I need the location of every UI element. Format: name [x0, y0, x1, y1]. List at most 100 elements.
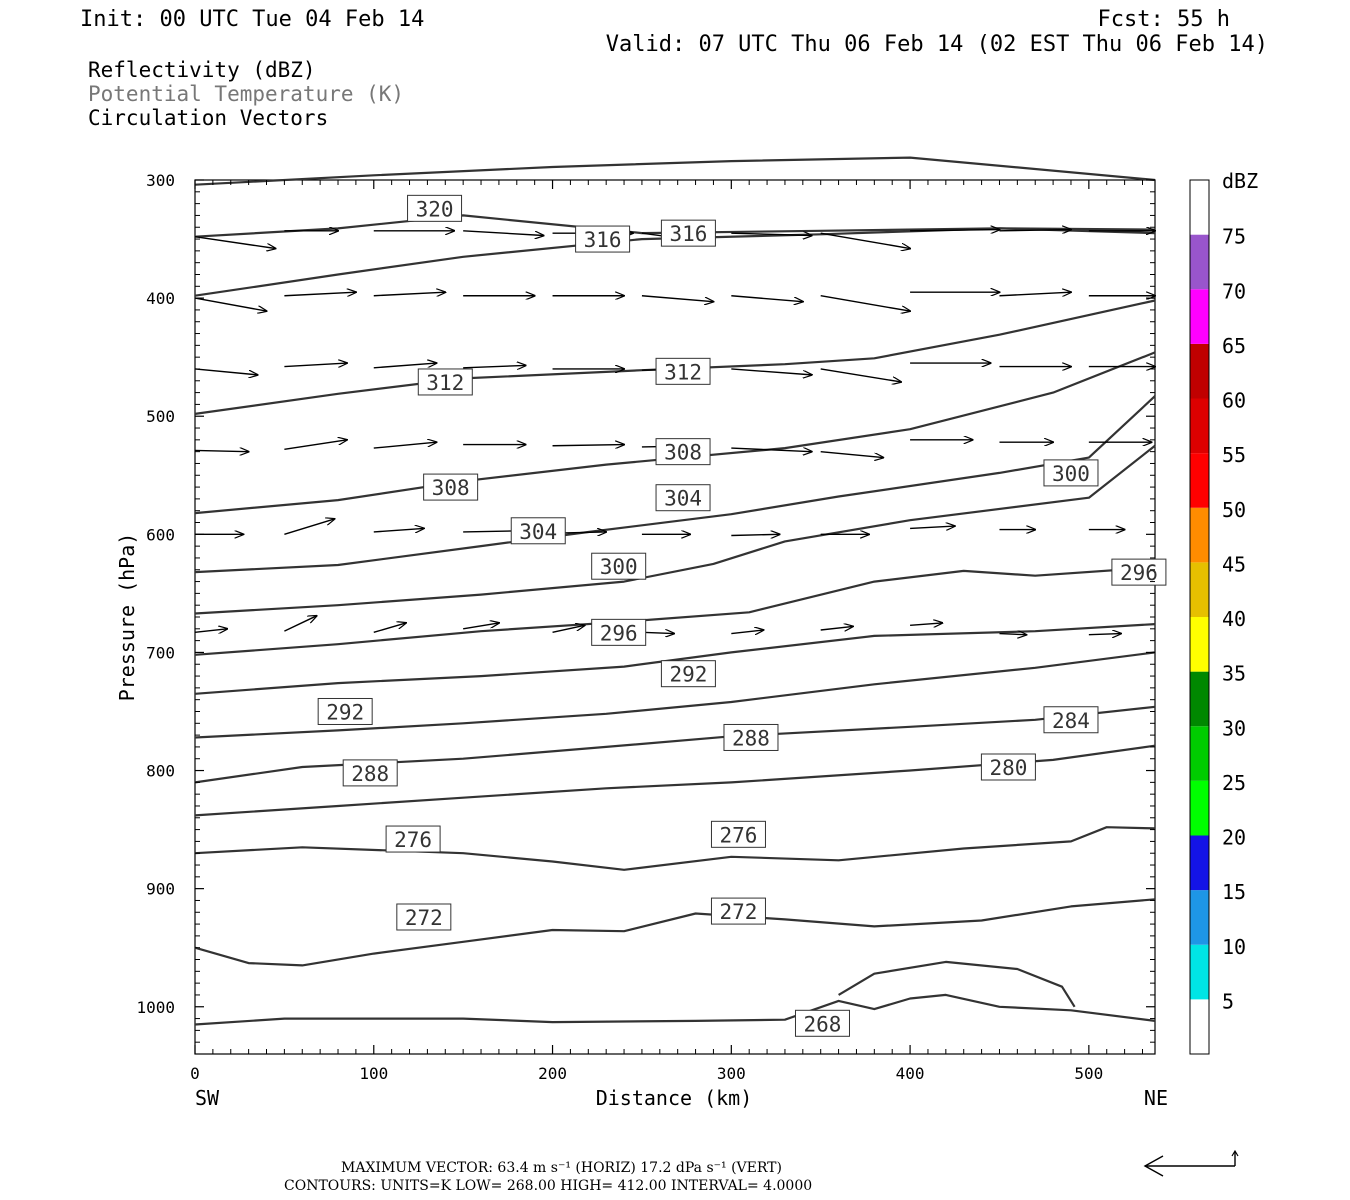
contour-label-box — [1043, 459, 1099, 487]
circulation-vector — [1088, 634, 1121, 635]
contour-label-box — [385, 825, 441, 853]
circulation-vectors — [194, 230, 1155, 635]
circulation-vector — [731, 295, 803, 302]
contour-label: 300 — [1052, 462, 1090, 486]
circulation-vector — [373, 623, 406, 634]
circulation-vector — [731, 448, 811, 452]
colorbar-level-label: 55 — [1222, 443, 1246, 467]
contour-label: 320 — [416, 197, 454, 221]
contour-label-box — [794, 1009, 850, 1037]
circulation-vector — [284, 440, 347, 450]
contour-label-box — [660, 219, 716, 247]
dbz-colorbar: 5 10 15 20 25 30 35 40 45 50 55 60 65 70 75 — [1189, 179, 1246, 1055]
colorbar-segment — [1190, 234, 1209, 290]
y-tick-label: 300 — [146, 171, 175, 190]
circulation-vector — [641, 632, 674, 633]
colorbar-segment — [1190, 890, 1209, 945]
contour-label: 288 — [351, 762, 389, 786]
colorbar-level-label: 75 — [1222, 225, 1246, 249]
x-tick-label: 200 — [538, 1064, 567, 1083]
circulation-vector — [194, 368, 258, 375]
circulation-vector — [373, 528, 424, 532]
circulation-vector — [910, 526, 955, 528]
circulation-vector — [820, 450, 884, 458]
circulation-vector — [284, 363, 347, 367]
circulation-vector — [194, 297, 267, 311]
y-tick-label: 600 — [146, 525, 175, 544]
y-tick-label: 800 — [146, 762, 175, 781]
circulation-vector — [284, 519, 334, 535]
colorbar-level-label: 10 — [1222, 935, 1246, 959]
circulation-vector — [194, 450, 249, 451]
colorbar-segment — [1190, 835, 1209, 891]
axis-ticks: 300 400 500 600 700 800 900 1000 0 100 200 300 400 50… — [136, 171, 1155, 1083]
contour-label: 312 — [426, 371, 464, 395]
theta-contour-272 — [194, 898, 1156, 967]
circulation-vector — [731, 534, 779, 535]
colorbar-segment — [1190, 398, 1209, 454]
contour-label: 288 — [732, 726, 770, 750]
contour-label-box — [660, 660, 716, 688]
y-tick-label: 700 — [146, 643, 175, 662]
contour-label: 304 — [664, 487, 702, 511]
colorbar-segment — [1190, 180, 1209, 235]
contour-label: 272 — [719, 900, 757, 924]
theta-contour-312 — [194, 299, 1156, 415]
colorbar-level-label: 65 — [1222, 334, 1246, 358]
circulation-vector — [373, 292, 446, 296]
colorbar-segment — [1190, 999, 1209, 1054]
contour-label: 268 — [804, 1012, 842, 1036]
max-vector-text: MAXIMUM VECTOR: 63.4 m s⁻¹ (HORIZ) 17.2 … — [341, 1160, 782, 1176]
contour-label-box — [423, 473, 479, 501]
colorbar-level-label: 20 — [1222, 826, 1246, 850]
contour-label: 312 — [664, 360, 702, 384]
circulation-vector — [731, 368, 811, 375]
endpoint-left-label: SW — [195, 1086, 220, 1110]
colorbar-level-label: 15 — [1222, 880, 1246, 904]
circulation-vector — [463, 230, 543, 236]
field-label-vectors: Circulation Vectors — [88, 106, 328, 130]
contour-label: 316 — [669, 222, 707, 246]
contour-label-box — [1043, 706, 1099, 734]
colorbar-level-label: 60 — [1222, 389, 1246, 413]
colorbar-level-label: 45 — [1222, 552, 1246, 576]
contour-label: 276 — [394, 828, 432, 852]
contour-label-box — [575, 225, 631, 253]
y-axis-label: Pressure (hPa) — [115, 533, 139, 702]
circulation-vector — [999, 634, 1026, 635]
theta-contour-300 — [194, 444, 1156, 615]
circulation-vector — [463, 623, 499, 630]
contour-label-box — [710, 897, 766, 925]
circulation-vector — [194, 629, 227, 633]
circulation-vector — [552, 445, 625, 446]
contour-label-box — [591, 618, 647, 646]
colorbar-segment — [1190, 726, 1209, 781]
forecast-hour: Fcst: 55 h — [1098, 7, 1230, 32]
contour-label: 304 — [519, 520, 557, 544]
contour-label: 276 — [719, 823, 757, 847]
field-label-theta: Potential Temperature (K) — [88, 82, 404, 106]
theta-contour-320 — [194, 156, 1156, 186]
y-tick-label: 400 — [146, 289, 175, 308]
x-tick-label: 500 — [1074, 1064, 1103, 1083]
endpoint-right-label: NE — [1144, 1086, 1168, 1110]
colorbar-level-label: 25 — [1222, 771, 1246, 795]
colorbar-segment — [1190, 944, 1209, 1000]
circulation-vector — [731, 233, 811, 235]
colorbar-level-label: 70 — [1222, 279, 1246, 303]
contour-label-box — [342, 759, 398, 787]
circulation-vector — [910, 623, 942, 625]
colorbar-level-label: 5 — [1222, 989, 1234, 1013]
reference-vector-arrow — [1143, 1149, 1239, 1177]
contour-label: 296 — [600, 621, 638, 645]
contour-info-text: CONTOURS: UNITS=K LOW= 268.00 HIGH= 412.… — [284, 1178, 812, 1194]
colorbar-level-label: 40 — [1222, 607, 1246, 631]
theta-contour-268 — [194, 993, 1156, 1026]
valid-time: Valid: 07 UTC Thu 06 Feb 14 (02 EST Thu … — [606, 32, 1268, 57]
colorbar-level-label: 50 — [1222, 498, 1246, 522]
x-tick-label: 100 — [359, 1064, 388, 1083]
circulation-vector — [820, 232, 910, 248]
x-tick-label: 300 — [717, 1064, 746, 1083]
